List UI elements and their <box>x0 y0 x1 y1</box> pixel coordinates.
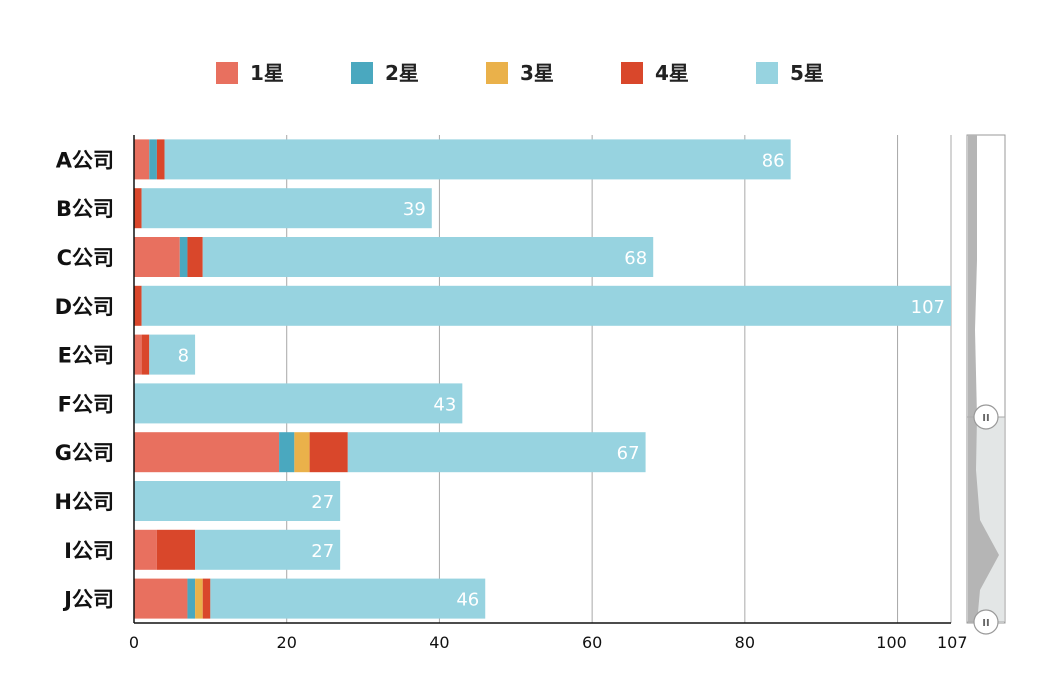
category-labels: A公司 B公司 C公司 D公司 E公司 F公司 G公司 H公司 I公司 J公司 <box>54 148 114 611</box>
bar-7-1star <box>134 432 280 473</box>
category-label-10: J公司 <box>62 588 114 612</box>
bar-10-4star <box>202 578 211 619</box>
x-tick-label-0: 0 <box>129 633 139 652</box>
data-label-7: 67 <box>617 443 640 464</box>
slider-handle-2[interactable] <box>973 609 999 635</box>
slider-handle-1[interactable] <box>973 404 999 430</box>
data-label-6: 43 <box>433 394 456 415</box>
legend-label-1star: 1星 <box>250 61 284 85</box>
legend-swatch-4star <box>621 62 643 84</box>
bar-1-5star <box>164 139 791 180</box>
bar-7-3star <box>294 432 310 473</box>
bar-8-5star <box>134 481 341 521</box>
data-label-8: 27 <box>311 492 334 513</box>
legend-label-3star: 3星 <box>520 61 554 85</box>
legend-swatch-3star <box>486 62 508 84</box>
data-label-10: 46 <box>456 590 479 611</box>
category-label-3: C公司 <box>57 246 114 270</box>
bar-9-4star <box>156 529 196 570</box>
data-label-9: 27 <box>311 541 334 562</box>
category-label-9: I公司 <box>64 539 114 563</box>
legend-label-4star: 4星 <box>655 61 689 85</box>
bar-10-1star <box>134 578 188 619</box>
bar-7-2star <box>279 432 295 473</box>
x-tick-label-100: 100 <box>876 633 907 652</box>
bar-10-5star <box>210 578 486 619</box>
bar-1-2star <box>149 139 157 180</box>
legend-label-2star: 2星 <box>385 61 419 85</box>
data-label-1: 86 <box>762 150 785 171</box>
category-label-2: B公司 <box>56 197 114 221</box>
bar-1-4star <box>156 139 165 180</box>
bar-4-4star <box>134 285 142 326</box>
slider-preview-shape <box>968 135 999 623</box>
legend-swatch-5star <box>756 62 778 84</box>
x-tick-label-40: 40 <box>429 633 449 652</box>
bar-7-5star <box>347 432 646 473</box>
category-label-8: H公司 <box>54 490 114 514</box>
bars <box>134 139 952 619</box>
bar-10-2star <box>187 578 196 619</box>
legend: 1星 2星 3星 4星 5星 <box>216 61 824 85</box>
bar-5-5star <box>149 334 196 375</box>
x-tick-label-20: 20 <box>277 633 297 652</box>
category-label-4: D公司 <box>55 295 114 319</box>
bar-9-5star <box>195 529 341 570</box>
pause-icon: II <box>982 618 989 629</box>
legend-swatch-2star <box>351 62 373 84</box>
category-label-1: A公司 <box>56 148 114 172</box>
bar-2-5star <box>141 188 432 229</box>
zoom-slider[interactable]: II II <box>966 134 1006 635</box>
data-label-4: 107 <box>911 297 945 318</box>
bar-9-1star <box>134 529 157 570</box>
bar-7-4star <box>309 432 348 473</box>
bar-1-1star <box>134 139 150 180</box>
bar-3-2star <box>179 237 188 277</box>
bar-5-4star <box>141 334 150 375</box>
legend-label-5star: 5星 <box>790 61 824 85</box>
bar-3-4star <box>187 237 203 277</box>
category-label-6: F公司 <box>58 392 114 416</box>
bar-3-5star <box>202 237 654 277</box>
category-label-7: G公司 <box>55 441 114 465</box>
x-tick-label-107: 107 <box>937 633 968 652</box>
data-label-5: 8 <box>178 346 189 367</box>
legend-swatch-1star <box>216 62 238 84</box>
data-label-3: 68 <box>624 248 647 269</box>
x-tick-label-60: 60 <box>582 633 602 652</box>
bar-5-1star <box>134 334 142 375</box>
category-label-5: E公司 <box>58 344 114 368</box>
x-tick-label-80: 80 <box>735 633 755 652</box>
bar-6-5star <box>134 383 463 424</box>
data-label-2: 39 <box>403 199 426 220</box>
bar-3-1star <box>134 237 180 277</box>
bar-2-4star <box>134 188 142 229</box>
pause-icon: II <box>982 413 989 424</box>
x-tick-labels: 0 20 40 60 80 100 107 <box>129 633 968 652</box>
bar-10-3star <box>195 578 203 619</box>
bar-4-5star <box>141 285 952 326</box>
data-labels: 86 39 68 107 8 43 67 27 27 46 <box>178 150 945 610</box>
axes <box>133 135 951 624</box>
